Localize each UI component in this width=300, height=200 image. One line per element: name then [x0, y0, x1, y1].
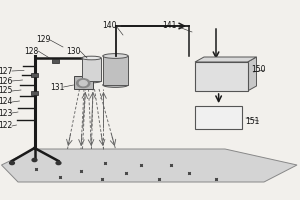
Circle shape [10, 161, 14, 165]
Text: 124: 124 [0, 98, 13, 106]
Text: 131: 131 [50, 83, 64, 92]
FancyBboxPatch shape [31, 73, 38, 77]
Text: 150: 150 [251, 66, 265, 74]
Text: 130: 130 [66, 46, 81, 55]
Circle shape [76, 79, 90, 88]
Ellipse shape [82, 79, 101, 83]
FancyBboxPatch shape [103, 56, 128, 85]
Ellipse shape [103, 54, 128, 58]
Polygon shape [248, 57, 256, 91]
Circle shape [56, 161, 61, 165]
Text: 129: 129 [36, 36, 51, 45]
Text: 123: 123 [0, 108, 13, 117]
Text: 126: 126 [0, 76, 13, 86]
Text: 140: 140 [102, 21, 117, 30]
FancyBboxPatch shape [31, 91, 38, 95]
FancyBboxPatch shape [195, 62, 247, 91]
Ellipse shape [82, 56, 101, 60]
Circle shape [79, 81, 87, 86]
Text: 128: 128 [24, 46, 39, 55]
Circle shape [32, 158, 37, 162]
Ellipse shape [103, 83, 128, 87]
FancyBboxPatch shape [82, 58, 101, 81]
FancyBboxPatch shape [74, 76, 93, 89]
FancyBboxPatch shape [52, 59, 59, 63]
Polygon shape [2, 149, 297, 182]
FancyBboxPatch shape [195, 106, 242, 129]
Text: 141: 141 [162, 21, 177, 30]
Text: 127: 127 [0, 66, 13, 75]
Text: 125: 125 [0, 86, 13, 95]
Text: 151: 151 [245, 116, 259, 126]
Text: 122: 122 [0, 121, 13, 130]
Polygon shape [195, 57, 256, 62]
